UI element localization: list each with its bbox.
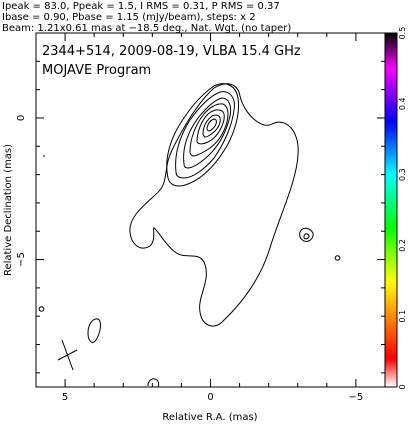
contour-level-2 [166,83,239,187]
colorbar-tick-label: 0.5 [398,27,407,40]
colorbar-tick-label: 0 [398,384,407,389]
contour-blob-east-small [303,233,310,240]
contour-group [38,83,341,387]
colorbar-ticks: 0 0.1 0.2 0.3 0.4 0.5 [398,27,407,390]
colorbar-tick-label: 0.1 [398,310,407,323]
colorbar-tick-label: 0.3 [398,168,407,181]
contour-level-3 [175,91,235,179]
contour-level-6 [196,109,225,145]
y-tick-label: −5 [16,252,27,267]
x-tick-label: 0 [207,392,213,403]
plot-subtitle: MOJAVE Program [42,63,151,78]
axis-ticks [35,32,386,387]
contour-blob-southwest [87,318,101,343]
header-line-3: Beam: 1.21x0.61 mas at −18.5 deg., Nat. … [2,23,291,34]
contour-dot-west [38,306,45,312]
header-line-2: Ibase = 0.90, Pbase = 1.15 (mJy/beam), s… [2,12,256,23]
contour-level-5 [189,103,229,157]
colorbar-tick-label: 0.4 [398,97,407,110]
beam-cross [57,339,78,371]
x-tick-label: 5 [62,392,68,403]
x-axis-title: Relative R.A. (mas) [162,412,257,423]
colorbar-tick-label: 0.2 [398,239,407,252]
y-tick-label: 0 [16,115,27,121]
y-axis-title: Relative Declination (mas) [3,144,14,276]
contour-blob-bottom [147,378,160,387]
contour-blob-east [299,227,314,242]
colorbar [384,32,398,388]
contour-level-7 [202,114,221,138]
x-tick-label: −5 [349,392,364,403]
contour-dot-east [334,255,341,261]
contour-level-8 [206,118,217,132]
plot-title: 2344+514, 2009-08-19, VLBA 15.4 GHz [42,44,301,59]
contour-level-4 [183,97,232,169]
contour-outer-jet [129,83,299,327]
header-line-1: Ipeak = 83.0, Ppeak = 1.5, I RMS = 0.31,… [2,1,280,12]
tick-labels: 5 0 −5 0 −5 [16,115,363,403]
